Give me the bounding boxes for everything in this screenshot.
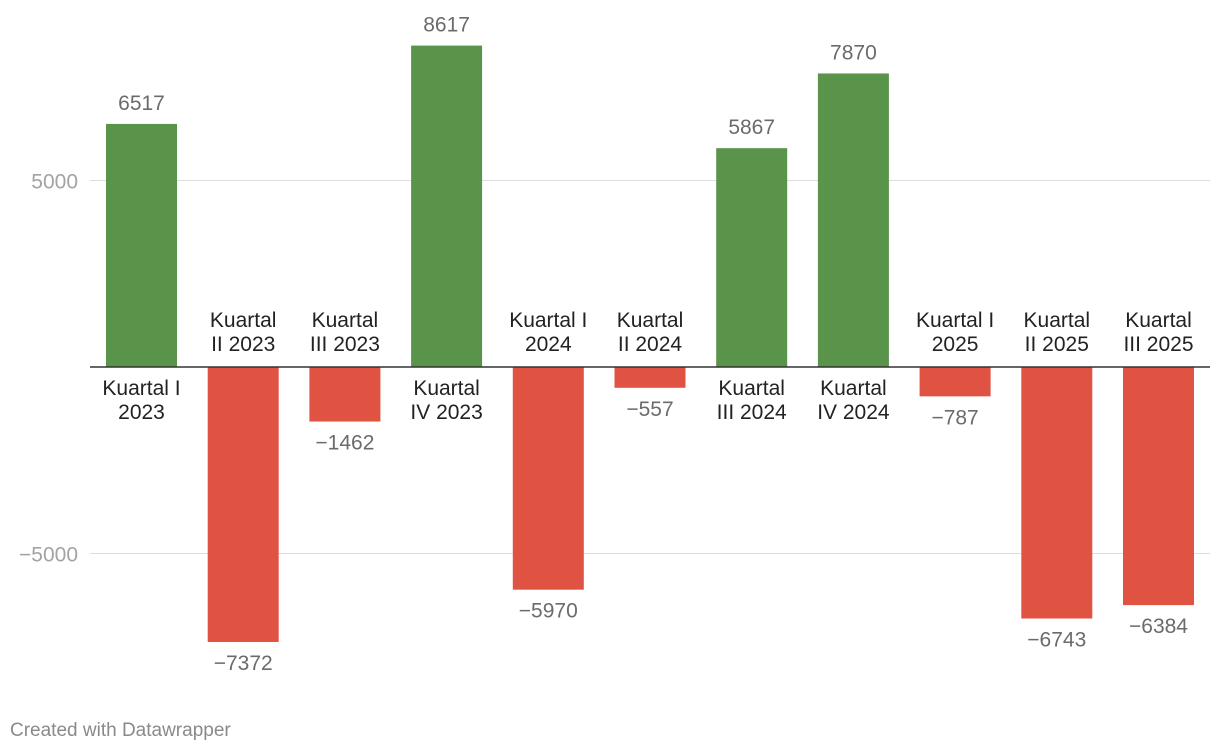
category-label-line: Kuartal: [820, 377, 887, 400]
value-label: 5867: [728, 116, 775, 139]
value-label: 7870: [830, 41, 877, 64]
bar-kuartal-ii-2024: [614, 367, 686, 388]
category-label-line: Kuartal: [312, 309, 379, 332]
category-label-line: IV 2023: [410, 401, 482, 424]
value-label: −7372: [214, 652, 273, 675]
value-label: 8617: [423, 14, 470, 37]
category-label-line: Kuartal I: [102, 377, 180, 400]
category-label-line: III 2025: [1123, 333, 1193, 356]
value-label: −1462: [315, 432, 374, 455]
value-label: −5970: [519, 600, 578, 623]
category-label: Kuartal I 2023: [102, 377, 180, 424]
bar-kuartal-iv-2024: [817, 73, 889, 367]
category-label: Kuartal IV 2024: [817, 377, 890, 424]
category-label-line: 2023: [118, 401, 165, 424]
category-label-line: IV 2024: [817, 401, 890, 424]
category-label-line: II 2023: [211, 333, 275, 356]
category-label: Kuartal II 2025: [1024, 309, 1091, 356]
y-tick-label: −5000: [19, 544, 78, 567]
bar-kuartal-i-2024: [512, 367, 584, 590]
bar-kuartal-iii-2023: [309, 367, 381, 422]
value-label: −6384: [1129, 615, 1188, 638]
category-label: Kuartal III 2025: [1123, 309, 1193, 356]
bar-kuartal-ii-2023: [207, 367, 279, 642]
category-label-line: II 2024: [618, 333, 683, 356]
category-label-line: Kuartal: [1024, 309, 1091, 332]
value-label: −6743: [1027, 629, 1086, 652]
category-label-line: III 2024: [717, 401, 787, 424]
bar-kuartal-iii-2024: [716, 148, 788, 367]
category-label-line: 2025: [932, 333, 979, 356]
value-label: −557: [626, 398, 673, 421]
bars: [106, 45, 1194, 642]
value-label: 6517: [118, 92, 165, 115]
category-label: Kuartal III 2023: [310, 309, 380, 356]
category-label-line: III 2023: [310, 333, 380, 356]
category-label: Kuartal IV 2023: [410, 377, 482, 424]
category-label: Kuartal I 2025: [916, 309, 994, 356]
bar-kuartal-ii-2025: [1021, 367, 1093, 619]
grid-lines: 5000 −5000: [19, 171, 1210, 567]
bar-kuartal-iii-2025: [1123, 367, 1194, 606]
category-label-line: 2024: [525, 333, 572, 356]
category-label-line: Kuartal: [210, 309, 277, 332]
value-label: −787: [931, 406, 978, 429]
bar-kuartal-i-2023: [106, 123, 177, 368]
category-label-line: Kuartal I: [509, 309, 587, 332]
category-label-line: Kuartal: [1125, 309, 1192, 332]
category-label-line: Kuartal I: [916, 309, 994, 332]
category-label-line: Kuartal: [413, 377, 480, 400]
category-label: Kuartal I 2024: [509, 309, 587, 356]
category-label: Kuartal II 2023: [210, 309, 277, 356]
category-label-line: Kuartal: [718, 377, 785, 400]
category-label: Kuartal II 2024: [617, 309, 684, 356]
y-tick-label: 5000: [31, 171, 78, 194]
bar-kuartal-i-2025: [919, 367, 991, 397]
bar-kuartal-iv-2023: [411, 45, 483, 367]
credit-text: Created with Datawrapper: [10, 720, 231, 741]
category-label: Kuartal III 2024: [717, 377, 787, 424]
category-label-line: II 2025: [1025, 333, 1089, 356]
category-label-line: Kuartal: [617, 309, 684, 332]
